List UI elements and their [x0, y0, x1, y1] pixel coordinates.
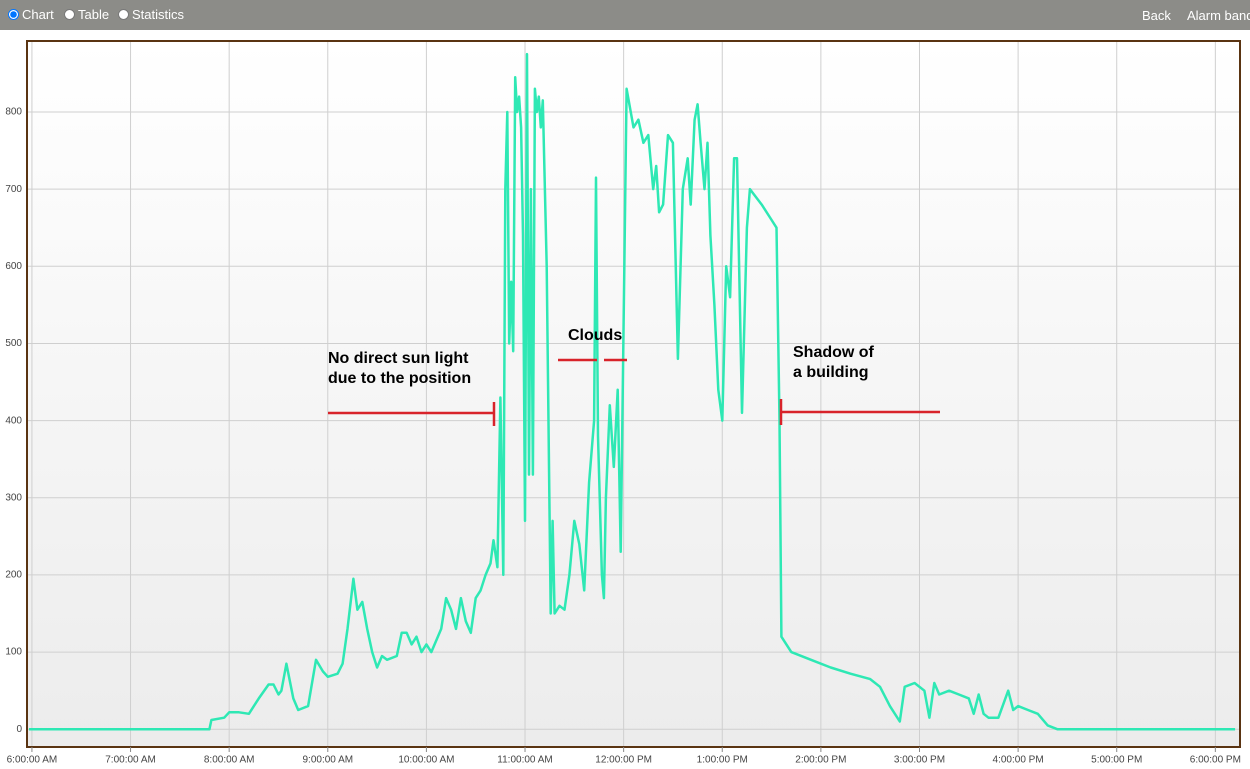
x-tick-label: 4:00:00 PM [993, 755, 1044, 766]
x-tick-label: 2:00:00 PM [795, 755, 846, 766]
x-tick-label: 8:00:00 AM [204, 755, 255, 766]
x-tick-label: 1:00:00 PM [697, 755, 748, 766]
y-tick-label: 200 [5, 570, 22, 581]
x-tick-label: 6:00:00 AM [7, 755, 58, 766]
x-tick-label: 12:00:00 PM [595, 755, 652, 766]
annotation: a building [793, 364, 869, 381]
y-tick-label: 700 [5, 184, 22, 195]
x-tick-label: 6:00:00 PM [1190, 755, 1241, 766]
y-tick-label: 600 [5, 261, 22, 272]
radio-label: Chart [22, 7, 54, 22]
radio-statistics[interactable]: Statistics [118, 7, 184, 22]
x-tick-label: 3:00:00 PM [894, 755, 945, 766]
y-tick-label: 100 [5, 647, 22, 658]
y-tick-label: 500 [5, 338, 22, 349]
x-tick-label: 9:00:00 AM [302, 755, 353, 766]
annotation: Clouds [568, 327, 622, 344]
plot-background [27, 41, 1240, 747]
toolbar: Chart Table Statistics Back Alarm band [0, 0, 1250, 30]
annotation: No direct sun light [328, 350, 469, 367]
annotation: due to the position [328, 370, 471, 387]
y-tick-label: 400 [5, 415, 22, 426]
y-tick-label: 300 [5, 492, 22, 503]
annotation: Shadow of [793, 344, 875, 361]
x-tick-label: 10:00:00 AM [398, 755, 454, 766]
x-tick-label: 7:00:00 AM [105, 755, 156, 766]
alarm-link[interactable]: Alarm band [1187, 8, 1250, 23]
back-link[interactable]: Back [1142, 8, 1171, 23]
plot-border [26, 40, 1241, 748]
x-tick-label: 5:00:00 PM [1091, 755, 1142, 766]
radio[interactable] [118, 9, 129, 20]
x-tick-label: 11:00:00 AM [497, 755, 552, 766]
radio[interactable] [8, 9, 19, 20]
radio-chart[interactable]: Chart [8, 7, 54, 22]
y-tick-label: 0 [16, 724, 22, 735]
annotation-markers [328, 358, 940, 426]
y-tick-label: 800 [5, 107, 22, 118]
data-line [29, 52, 1236, 731]
radio[interactable] [64, 9, 75, 20]
radio-table[interactable]: Table [64, 7, 109, 22]
radio-label: Statistics [132, 7, 185, 22]
radio-label: Table [78, 7, 110, 22]
